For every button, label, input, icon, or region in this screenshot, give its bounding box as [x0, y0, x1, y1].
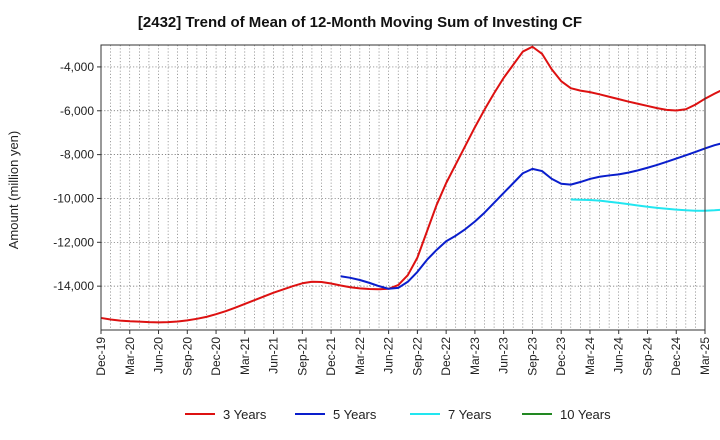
x-tick-label: Dec-22 [439, 337, 453, 376]
x-tick-label: Dec-23 [554, 337, 568, 376]
x-tick-label: Jun-20 [152, 337, 166, 374]
plot-frame [100, 44, 706, 331]
legend-label: 7 Years [448, 407, 492, 422]
x-tick-label: Dec-21 [324, 337, 338, 376]
x-tick-label: Dec-24 [669, 337, 683, 376]
series-line-7-years [570, 198, 720, 212]
y-tick-label: -6,000 [60, 104, 94, 118]
y-tick-label: -12,000 [53, 235, 94, 249]
grid-lines [101, 45, 705, 330]
x-tick-label: Jun-21 [267, 337, 281, 374]
x-tick-label: Mar-20 [123, 337, 137, 375]
y-tick-label: -14,000 [53, 279, 94, 293]
y-tick-labels: -14,000 -12,000 -10,000 -8,000 -6,000 -4,000 [53, 60, 101, 293]
x-tick-label: Sep-20 [180, 337, 194, 376]
y-tick-label: -4,000 [60, 60, 94, 74]
x-tick-label: Mar-21 [238, 337, 252, 375]
x-tick-label: Sep-23 [525, 337, 539, 376]
x-tick-label: Jun-23 [497, 337, 511, 374]
x-tick-label: Sep-24 [640, 337, 654, 376]
x-tick-label: Sep-22 [410, 337, 424, 376]
x-tick-label: Jun-22 [382, 337, 396, 374]
series-line-3-years [100, 45, 720, 324]
x-tick-label: Dec-19 [94, 337, 108, 376]
y-axis-title: Amount (million yen) [6, 131, 21, 250]
y-tick-label: -8,000 [60, 148, 94, 162]
x-tick-label: Mar-24 [583, 337, 597, 375]
x-tick-label: Mar-25 [698, 337, 712, 375]
plot-background [101, 45, 705, 330]
y-tick-label: -10,000 [53, 191, 94, 205]
x-tick-label: Mar-23 [468, 337, 482, 375]
x-tick-label: Jun-24 [612, 337, 626, 374]
x-tick-label: Sep-21 [295, 337, 309, 376]
x-tick-labels: Dec-19 Mar-20 Jun-20 Sep-20 Dec-20 Mar-21 Jun-… [94, 330, 712, 376]
legend-label: 3 Years [223, 407, 267, 422]
legend: 3 Years 5 Years 7 Years 10 Years [185, 407, 611, 422]
x-tick-label: Dec-20 [209, 337, 223, 376]
legend-label: 10 Years [560, 407, 611, 422]
legend-label: 5 Years [333, 407, 377, 422]
x-tick-label: Mar-22 [353, 337, 367, 375]
series-line-5-years [340, 142, 720, 290]
chart-title: [2432] Trend of Mean of 12-Month Moving … [137, 14, 583, 31]
series-lines [100, 45, 720, 324]
